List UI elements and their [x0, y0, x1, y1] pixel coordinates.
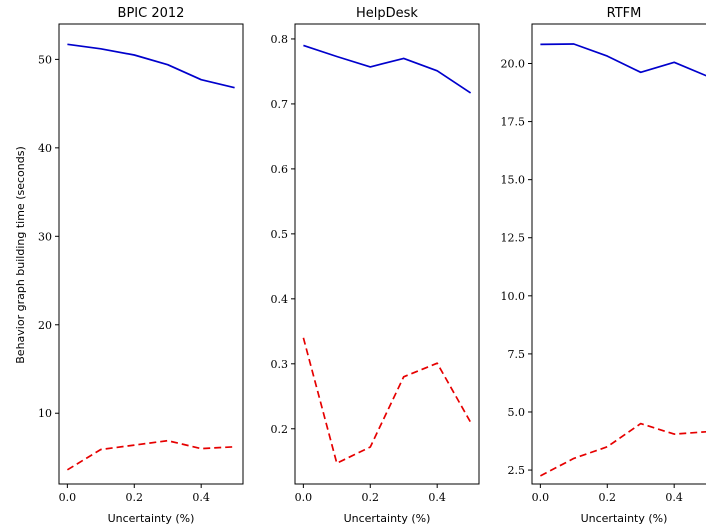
x-tick-label: 0.0 [532, 491, 550, 504]
x-tick-label: 0.4 [665, 491, 683, 504]
y-tick-label: 0.5 [271, 228, 289, 241]
x-axis-label: Uncertainty (%) [108, 512, 195, 525]
y-tick-label: 20 [38, 319, 52, 332]
y-tick-label: 5.0 [508, 406, 526, 419]
chart-title: RTFM [607, 6, 642, 21]
x-tick-label: 0.2 [126, 491, 144, 504]
chart-panel-1: BPIC 2012 0.0 0.2 0.4 10 20 30 40 50 Uncertainty … [38, 6, 244, 525]
y-tick-label: 7.5 [508, 348, 526, 361]
y-tick-label: 10.0 [501, 290, 526, 303]
plot-frame [531, 23, 706, 485]
x-tick-label: 0.4 [192, 491, 210, 504]
x-tick-label: 0.2 [362, 491, 380, 504]
y-tick-label: 17.5 [501, 116, 526, 129]
y-tick-label: 0.6 [271, 163, 289, 176]
y-tick-label: 30 [38, 230, 52, 243]
y-tick-label: 15.0 [501, 174, 526, 187]
y-axis-label: Behavior graph building time (seconds) [14, 146, 27, 364]
dashed-series-line [66, 439, 235, 471]
x-tick-label: 0.0 [295, 491, 313, 504]
chart-panel-3: RTFM 0.0 0.2 0.4 2.5 5.0 7.5 10.0 12.5 15.0 17.5 20… [501, 6, 706, 525]
y-tick-label: 12.5 [501, 232, 526, 245]
chart-title: BPIC 2012 [118, 6, 185, 21]
x-tick-label: 0.2 [599, 491, 617, 504]
x-axis-label: Uncertainty (%) [344, 512, 431, 525]
y-tick-label: 50 [38, 53, 52, 66]
y-tick-label: 10 [38, 407, 52, 420]
x-tick-label: 0.0 [59, 491, 77, 504]
y-tick-label: 0.8 [271, 33, 289, 46]
charts-group: BPIC 2012 0.0 0.2 0.4 10 20 30 40 50 Uncertainty … [38, 6, 706, 525]
y-tick-label: 0.7 [271, 98, 289, 111]
dashed-series-line [540, 422, 706, 477]
y-tick-label: 0.4 [271, 293, 289, 306]
y-tick-label: 0.2 [271, 423, 289, 436]
dashed-series-line [302, 337, 472, 465]
solid-series-line [303, 44, 472, 94]
x-tick-label: 0.4 [428, 491, 446, 504]
solid-series-line [67, 43, 235, 89]
chart-title: HelpDesk [356, 6, 418, 21]
y-tick-label: 2.5 [508, 464, 526, 477]
x-axis-label: Uncertainty (%) [581, 512, 668, 525]
plot-frame [58, 23, 244, 485]
chart-panel-2: HelpDesk 0.0 0.2 0.4 0.2 0.3 0.4 0.5 0.6 0.7 0.8 Un… [271, 6, 480, 525]
y-tick-label: 20.0 [501, 57, 526, 70]
solid-series-line [540, 43, 706, 77]
y-tick-label: 40 [38, 142, 52, 155]
plot-frame [294, 23, 480, 485]
y-tick-label: 0.3 [271, 358, 289, 371]
